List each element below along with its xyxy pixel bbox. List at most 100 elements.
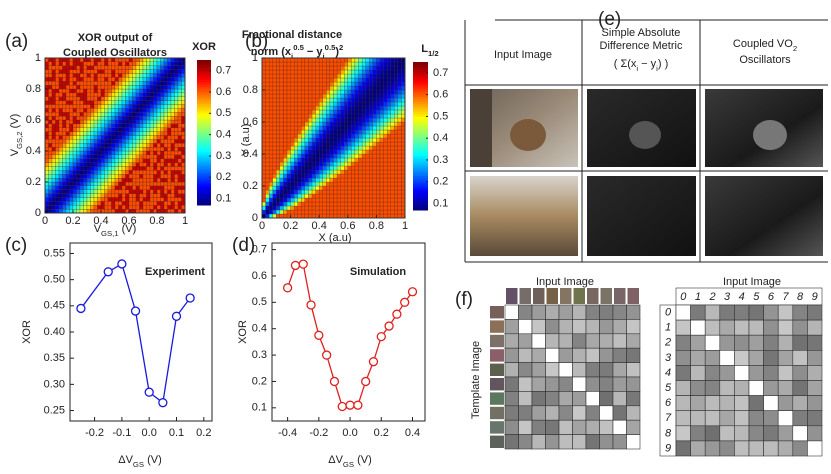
heatmap-cell — [139, 135, 144, 140]
heatmap-cell — [174, 119, 179, 124]
heatmap-cell — [181, 119, 186, 124]
heatmap-cell — [308, 61, 313, 67]
matrix-cell — [504, 304, 519, 320]
heatmap-cell — [69, 92, 74, 97]
heatmap-cell — [69, 100, 74, 105]
heatmap-cell — [358, 137, 363, 143]
heatmap-cell — [333, 157, 338, 163]
heatmap-cell — [55, 170, 60, 175]
heatmap-cell — [90, 166, 95, 171]
heatmap-cell — [48, 181, 53, 186]
heatmap-cell — [79, 201, 84, 206]
heatmap-cell — [365, 85, 370, 91]
heatmap-cell — [55, 116, 60, 121]
heatmap-cell — [72, 108, 77, 113]
heatmap-cell — [351, 97, 356, 103]
heatmap-cell — [174, 139, 179, 144]
heatmap-cell — [365, 105, 370, 111]
face-thumb — [490, 306, 504, 319]
heatmap-cell — [290, 161, 295, 167]
heatmap-cell — [308, 153, 313, 159]
heatmap-cell — [286, 149, 291, 155]
heatmap-cell — [76, 119, 81, 124]
heatmap-cell — [48, 81, 53, 86]
heatmap-cell — [269, 213, 273, 219]
heatmap-cell — [358, 81, 363, 87]
heatmap-cell — [315, 209, 320, 215]
matrix-cell — [748, 410, 764, 427]
heatmap-cell — [390, 165, 395, 171]
digit-label: 2 — [708, 291, 715, 303]
heatmap-cell — [347, 213, 352, 219]
heatmap-cell — [383, 113, 388, 119]
face-thumb — [627, 288, 639, 304]
heatmap-cell — [58, 158, 63, 163]
heatmap-cell — [394, 133, 398, 139]
heatmap-cell — [351, 209, 356, 215]
heatmap-cell — [55, 73, 60, 78]
heatmap-cell — [107, 197, 112, 202]
y-tick-label: 0.6 — [243, 116, 258, 128]
heatmap-cell — [86, 65, 91, 70]
heatmap-cell — [65, 116, 70, 121]
heatmap-cell — [372, 193, 377, 199]
heatmap-cell — [174, 181, 179, 186]
heatmap-cell — [93, 77, 98, 82]
heatmap-cell — [369, 145, 373, 151]
matrix-cell — [626, 405, 641, 421]
heatmap-cell — [51, 197, 56, 202]
heatmap-cell — [160, 96, 165, 101]
heatmap-cell — [308, 133, 313, 139]
heatmap-cell — [387, 57, 391, 63]
colorbar-step — [413, 158, 428, 162]
heatmap-cell — [128, 85, 133, 90]
heatmap-cell — [394, 109, 398, 115]
matrix-cell — [504, 419, 519, 435]
heatmap-cell — [397, 81, 402, 87]
heatmap-cell — [44, 100, 49, 105]
heatmap-cell — [304, 177, 309, 183]
heatmap-cell — [358, 109, 363, 115]
heatmap-cell — [58, 143, 63, 148]
heatmap-cell — [286, 173, 291, 179]
matrix-cell — [612, 333, 627, 349]
heatmap-cell — [326, 137, 331, 143]
heatmap-cell — [118, 147, 123, 152]
matrix-cell — [531, 362, 546, 378]
heatmap-cell — [387, 173, 391, 179]
heatmap-cell — [283, 193, 288, 199]
heatmap-cell — [86, 108, 91, 113]
heatmap-cell — [58, 73, 63, 78]
x-axis-label-part: (V) — [144, 454, 162, 466]
heatmap-cell — [51, 119, 56, 124]
heatmap-cell — [272, 121, 277, 127]
heatmap-cell — [58, 131, 63, 136]
heatmap-cell — [351, 157, 356, 163]
heatmap-cell — [336, 137, 341, 143]
heatmap-cell — [86, 112, 91, 117]
heatmap-cell — [100, 209, 105, 214]
heatmap-cell — [344, 121, 348, 127]
heatmap-cell — [376, 121, 381, 127]
heatmap-cell — [170, 77, 175, 82]
heatmap-cell — [93, 112, 98, 117]
heatmap-cell — [107, 119, 112, 124]
heatmap-cell — [340, 177, 345, 183]
heatmap-cell — [279, 193, 284, 199]
heatmap-cell — [156, 112, 161, 117]
heatmap-cell — [347, 137, 352, 143]
heatmap-cell — [177, 127, 182, 132]
heatmap-cell — [279, 121, 284, 127]
heatmap-cell — [308, 73, 313, 79]
heatmap-cell — [336, 189, 341, 195]
heatmap-cell — [286, 137, 291, 143]
colorbar-step — [413, 187, 428, 191]
heatmap-cell — [121, 166, 126, 171]
heatmap-cell — [397, 205, 402, 211]
heatmap-cell — [181, 81, 186, 86]
x-tick-label: 0.0 — [342, 427, 357, 439]
heatmap-cell — [261, 77, 266, 83]
heatmap-cell — [104, 178, 109, 183]
heatmap-cell — [322, 137, 327, 143]
heatmap-cell — [58, 61, 63, 66]
